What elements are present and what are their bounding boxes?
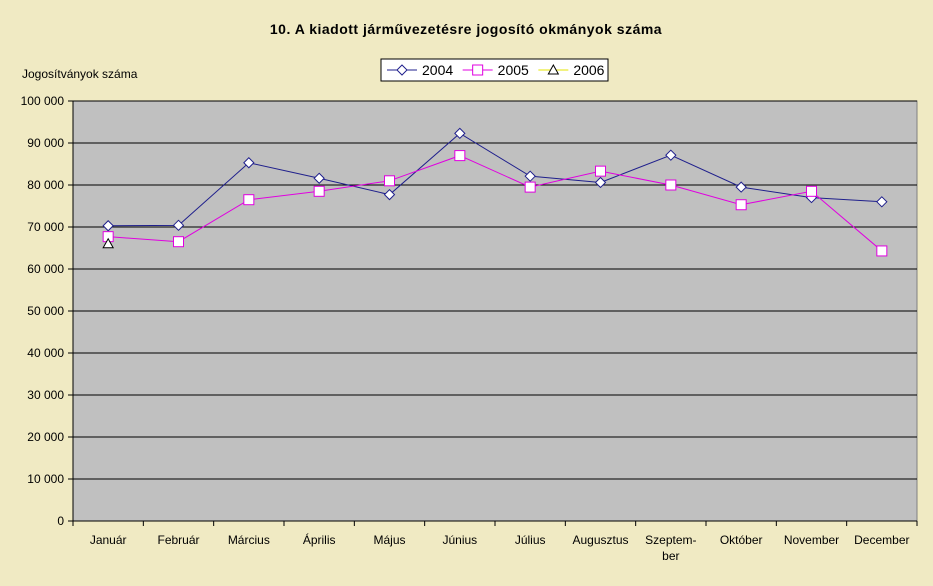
chart-title: 10. A kiadott járművezetésre jogosító ok… xyxy=(270,21,662,37)
series-2004 xyxy=(102,127,888,232)
data-point xyxy=(595,165,606,177)
data-point xyxy=(524,181,536,193)
x-tick-label: November xyxy=(784,533,839,547)
series-2006 xyxy=(102,237,115,249)
legend-box xyxy=(380,58,609,82)
data-point xyxy=(102,237,115,249)
gridlines xyxy=(73,100,917,480)
legend: 2004 2005 2006 xyxy=(380,58,609,82)
y-tick-label: 20 000 xyxy=(27,430,64,444)
y-tick-label: 60 000 xyxy=(27,262,64,276)
data-point xyxy=(594,176,607,189)
data-point xyxy=(243,157,255,169)
x-tick-label: Október xyxy=(720,533,763,547)
x-tick-label: Szeptem-ber xyxy=(645,533,696,563)
x-tick-label: Augusztus xyxy=(572,533,628,547)
axes: 0 10 000 20 000 30 000 40 000 50 000 60 000 70 … xyxy=(21,94,918,563)
data-point xyxy=(735,199,747,211)
y-axis-label: Jogosítványok száma xyxy=(22,67,138,81)
y-tick-label: 100 000 xyxy=(21,94,65,108)
data-point xyxy=(665,149,677,161)
legend-label: 2006 xyxy=(573,62,604,78)
y-tick-label: 0 xyxy=(57,514,64,528)
legend-marker xyxy=(547,63,560,75)
x-tick-label: Március xyxy=(228,533,270,547)
legend-label: 2004 xyxy=(422,62,453,78)
data-point xyxy=(243,194,255,206)
x-tick-label: Április xyxy=(303,532,336,547)
y-tick-label: 10 000 xyxy=(27,472,64,486)
data-point xyxy=(383,188,396,201)
data-point xyxy=(454,150,466,162)
y-tick-label: 70 000 xyxy=(27,220,64,234)
y-tick-label: 80 000 xyxy=(27,178,64,192)
x-tick-label: December xyxy=(854,533,909,547)
y-tick-label: 50 000 xyxy=(27,304,64,318)
data-point xyxy=(172,219,185,232)
data-point xyxy=(876,245,888,257)
y-tick-label: 40 000 xyxy=(27,346,64,360)
legend-label: 2005 xyxy=(498,62,529,78)
data-point xyxy=(102,220,114,232)
data-point xyxy=(313,172,325,184)
series-layer xyxy=(102,127,888,257)
x-tick-label: Május xyxy=(373,533,405,547)
x-tick-label: Február xyxy=(157,533,199,547)
data-point xyxy=(524,170,536,182)
data-point xyxy=(876,196,888,208)
data-point xyxy=(665,179,677,191)
legend-marker xyxy=(396,64,408,76)
data-point xyxy=(173,236,184,248)
x-tick-label: Június xyxy=(442,533,477,547)
series-line xyxy=(108,132,882,227)
y-tick-label: 90 000 xyxy=(27,136,64,150)
data-point xyxy=(454,127,466,140)
x-tick-label: Július xyxy=(515,533,546,547)
y-tick-label: 30 000 xyxy=(27,388,64,402)
legend-marker xyxy=(472,64,484,76)
data-point xyxy=(806,185,817,197)
x-tick-label: Január xyxy=(90,533,127,547)
series-line xyxy=(108,155,883,252)
data-point xyxy=(384,175,395,187)
data-point xyxy=(313,185,325,197)
series-2005 xyxy=(102,150,888,257)
data-point xyxy=(735,181,747,193)
